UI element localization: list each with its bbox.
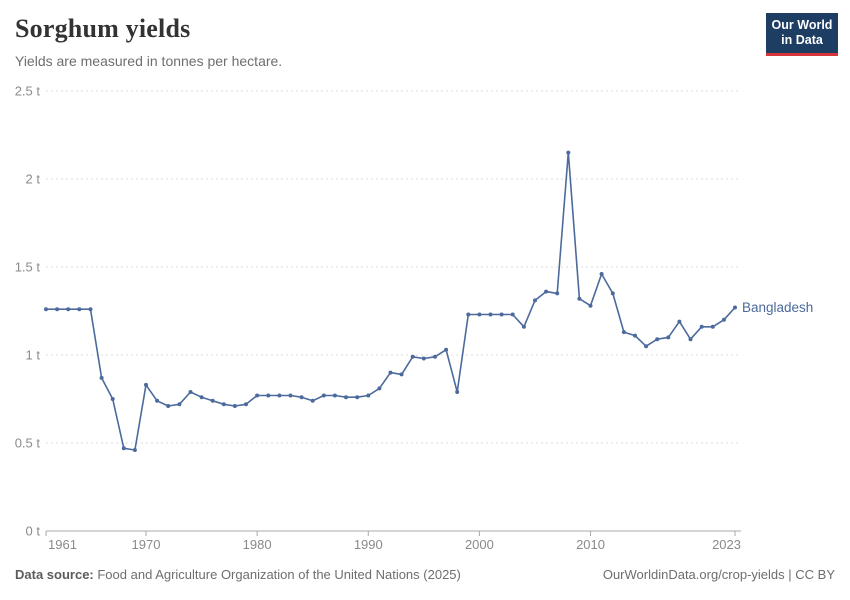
data-line — [45, 151, 736, 451]
data-point — [266, 393, 271, 398]
y-tick-label: 0.5 t — [15, 436, 41, 451]
data-point — [288, 393, 293, 398]
data-point — [499, 312, 504, 317]
data-point — [510, 312, 515, 317]
data-point — [199, 395, 204, 400]
data-point — [210, 398, 215, 403]
data-point — [466, 312, 471, 317]
data-source-text: Food and Agriculture Organization of the… — [93, 567, 461, 582]
data-point — [355, 395, 360, 400]
data-source-label: Data source: — [15, 567, 94, 582]
grid-lines: 0 t 0.5 t 1 t 1.5 t 2 t 2.5 t — [15, 84, 741, 539]
y-tick-label: 2 t — [26, 172, 41, 187]
data-point — [488, 312, 493, 317]
x-tick-label: 1961 — [48, 537, 77, 552]
data-point — [477, 312, 482, 317]
data-point — [533, 298, 537, 303]
data-point — [577, 296, 582, 301]
x-tick-label: 2000 — [465, 537, 494, 552]
data-point — [244, 402, 248, 407]
data-point — [277, 393, 282, 398]
data-point — [110, 397, 115, 401]
data-point — [88, 307, 93, 312]
data-point — [588, 303, 593, 308]
x-axis: 1961 1970 1980 1990 2000 2010 2023 — [45, 531, 741, 552]
data-point — [321, 393, 326, 398]
data-point — [399, 372, 404, 377]
data-points — [44, 150, 737, 452]
data-point — [433, 354, 437, 359]
chart-footer: Data source: Food and Agriculture Organi… — [15, 567, 835, 582]
y-tick-label: 0 t — [26, 524, 41, 539]
y-tick-label: 1.5 t — [15, 260, 41, 275]
data-point — [444, 347, 449, 352]
data-point — [66, 307, 71, 312]
data-point — [121, 446, 126, 451]
data-point — [733, 305, 737, 310]
data-point — [655, 337, 660, 342]
data-point — [77, 307, 82, 312]
data-point — [44, 307, 48, 312]
x-tick-label: 1970 — [132, 537, 161, 552]
data-point — [621, 330, 626, 335]
footer-credit-link[interactable]: OurWorldinData.org/crop-yields | CC BY — [602, 567, 835, 582]
data-point — [366, 393, 371, 398]
data-point — [388, 370, 393, 375]
data-point — [521, 324, 526, 329]
chart-header: Sorghum yields Yields are measured in to… — [15, 14, 282, 69]
data-point — [232, 404, 237, 408]
data-point — [255, 393, 260, 398]
data-point — [710, 324, 715, 329]
data-point — [188, 390, 193, 394]
owid-logo: Our World in Data — [766, 13, 838, 56]
data-point — [610, 291, 615, 296]
data-point — [421, 356, 426, 361]
data-point — [666, 335, 671, 340]
data-point — [155, 398, 160, 403]
data-point — [410, 354, 415, 359]
y-tick-label: 1 t — [26, 348, 41, 363]
data-point — [566, 150, 571, 155]
data-point — [699, 324, 704, 329]
data-point — [177, 402, 182, 407]
x-tick-label: 2010 — [576, 537, 605, 552]
x-tick-label: 1980 — [243, 537, 272, 552]
data-point — [166, 404, 171, 408]
data-point — [644, 344, 649, 349]
data-point — [332, 393, 337, 398]
data-point — [132, 448, 137, 452]
entity-label: Bangladesh — [742, 300, 813, 315]
data-point — [677, 319, 682, 324]
data-point — [544, 289, 549, 294]
y-tick-label: 2.5 t — [15, 84, 41, 99]
data-point — [721, 317, 726, 322]
logo-line-2: in Data — [781, 33, 823, 48]
logo-line-1: Our World — [771, 18, 833, 32]
data-point — [144, 382, 148, 387]
data-point — [688, 337, 693, 342]
data-point — [344, 395, 348, 400]
data-point — [99, 375, 104, 380]
chart-title: Sorghum yields — [15, 14, 191, 43]
data-point — [377, 386, 382, 391]
data-point — [310, 398, 315, 403]
data-point — [555, 291, 560, 296]
data-source-note: Data source: Food and Agriculture Organi… — [15, 567, 461, 582]
chart-subtitle: Yields are measured in tonnes per hectar… — [15, 53, 283, 69]
x-tick-label: 2023 — [712, 537, 741, 552]
data-point — [633, 333, 637, 338]
data-point — [455, 390, 460, 394]
x-tick-label: 1990 — [354, 537, 383, 552]
data-point — [299, 395, 304, 400]
data-point — [599, 272, 604, 276]
data-point — [55, 307, 60, 312]
data-point — [221, 402, 226, 407]
